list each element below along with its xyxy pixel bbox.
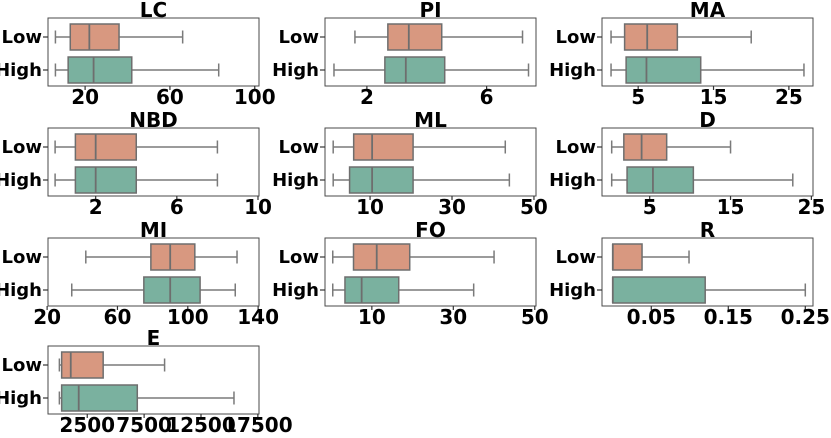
y-axis-label-low: Low	[556, 137, 596, 158]
y-axis-label-high: High	[0, 388, 42, 409]
x-tick-label: 5	[631, 85, 645, 109]
y-axis-label-low: Low	[556, 247, 596, 268]
x-tick-label: 0.25	[781, 305, 830, 329]
x-tick-label: 6	[480, 85, 494, 109]
y-axis-label-low: Low	[2, 27, 42, 48]
boxplot-nbd: NBD 2 6 10 Low High	[0, 108, 272, 219]
chart-title: FO	[415, 218, 446, 242]
y-axis-label-low: Low	[279, 247, 319, 268]
y-axis-label-high: High	[0, 280, 42, 301]
boxplot-pi: PI 2 6 Low High	[272, 0, 537, 109]
x-tick-label: 100	[234, 85, 276, 109]
x-tick-label: 15	[700, 85, 728, 109]
chart-title: MA	[690, 0, 726, 22]
x-tick-label: 0.05	[627, 305, 676, 329]
x-tick-label: 50	[520, 195, 548, 219]
box-low	[60, 351, 104, 379]
x-tick-label: 30	[438, 195, 466, 219]
y-axis-label-high: High	[272, 170, 319, 191]
y-axis-label-low: Low	[2, 355, 42, 376]
x-tick-label: 10	[244, 195, 272, 219]
box-low	[612, 243, 643, 271]
box-low	[623, 133, 668, 161]
chart-title: LC	[140, 0, 167, 22]
y-axis-label-low: Low	[2, 247, 42, 268]
x-tick-label: 60	[104, 305, 132, 329]
y-axis-label-high: High	[549, 280, 596, 301]
x-tick-label: 0.15	[704, 305, 753, 329]
chart-title: D	[699, 108, 716, 132]
x-tick-label: 25	[775, 85, 803, 109]
x-tick-label: 100	[167, 305, 209, 329]
box-high	[67, 56, 133, 84]
y-axis-label-low: Low	[2, 137, 42, 158]
x-tick-label: 10	[356, 195, 384, 219]
chart-title: PI	[419, 0, 441, 22]
x-tick-label: 5	[643, 195, 657, 219]
box-high	[60, 384, 139, 412]
x-tick-label: 50	[521, 305, 549, 329]
x-tick-label: 12500	[166, 413, 236, 437]
x-tick-label: 2	[89, 195, 103, 219]
box-low	[74, 133, 138, 161]
box-high	[344, 276, 400, 304]
box-low	[150, 243, 196, 271]
box-low	[69, 23, 120, 51]
x-tick-label: 6	[170, 195, 184, 219]
y-axis-label-high: High	[272, 280, 319, 301]
box-low	[623, 23, 679, 51]
box-low	[352, 243, 411, 271]
chart-title: E	[147, 326, 161, 350]
x-tick-label: 140	[237, 305, 279, 329]
x-tick-label: 20	[71, 85, 99, 109]
x-tick-label: 2	[360, 85, 374, 109]
y-axis-label-high: High	[272, 60, 319, 81]
x-tick-label: 60	[156, 85, 184, 109]
y-axis-label-high: High	[0, 170, 42, 191]
x-tick-label: 10	[358, 305, 386, 329]
x-tick-label: 30	[439, 305, 467, 329]
x-tick-label: 25	[797, 195, 825, 219]
chart-title: NBD	[129, 108, 178, 132]
box-high	[74, 166, 138, 194]
y-axis-label-low: Low	[556, 27, 596, 48]
y-axis-label-low: Low	[279, 27, 319, 48]
chart-title: R	[700, 218, 715, 242]
chart-title: MI	[140, 218, 167, 242]
box-high	[612, 276, 706, 304]
boxplot-fo: FO 10 30 50 Low High	[272, 218, 549, 329]
x-tick-label: 15	[717, 195, 745, 219]
boxplot-ma: MA 5 15 25 Low High	[549, 0, 814, 109]
boxplot-r: R 0.05 0.15 0.25 Low High	[549, 218, 830, 329]
box-high	[625, 56, 702, 84]
y-axis-label-high: High	[549, 60, 596, 81]
y-axis-label-high: High	[0, 60, 42, 81]
boxplot-mi: MI 20 60 100 140 Low High	[0, 218, 279, 329]
y-axis-label-high: High	[549, 170, 596, 191]
boxplot-lc: LC 20 60 100 Low High	[0, 0, 276, 109]
box-high	[626, 166, 695, 194]
boxplot-ml: ML 10 30 50 Low High	[272, 108, 548, 219]
chart-title: ML	[414, 108, 447, 132]
box-high	[143, 276, 201, 304]
box-high	[348, 166, 414, 194]
x-tick-label: 17500	[223, 413, 293, 437]
box-high	[384, 56, 446, 84]
boxplot-d: D 5 15 25 Low High	[549, 108, 825, 219]
x-tick-label: 2500	[59, 413, 115, 437]
y-axis-label-low: Low	[279, 137, 319, 158]
box-low	[387, 23, 443, 51]
x-tick-label: 7500	[116, 413, 172, 437]
box-low	[352, 133, 414, 161]
x-tick-label: 20	[33, 305, 61, 329]
